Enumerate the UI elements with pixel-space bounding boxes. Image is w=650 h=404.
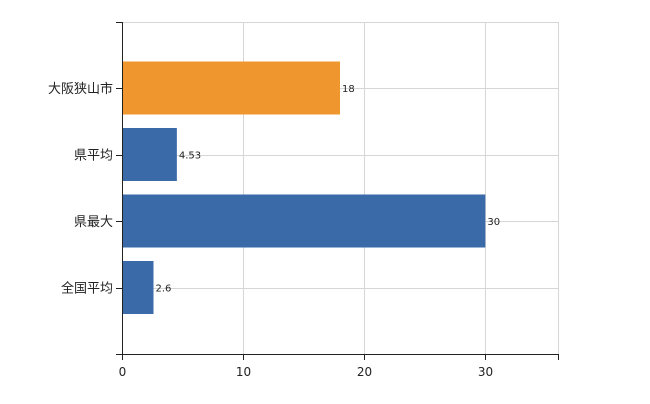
category-label-3: 県最大	[74, 215, 113, 230]
axes	[116, 22, 559, 360]
bar-3	[122, 194, 486, 248]
bar-4	[122, 261, 154, 314]
x-tick-label-30: 30	[478, 365, 493, 379]
category-label-1: 大阪狭山市	[48, 81, 113, 97]
category-label-4: 全国平均	[61, 281, 113, 297]
data-label-2: 4.53	[179, 151, 201, 162]
x-tick-label-10: 10	[236, 365, 251, 379]
bar-1	[122, 61, 340, 115]
x-tick-label-0: 0	[119, 365, 127, 379]
bar-2	[122, 128, 177, 181]
data-label-1: 18	[342, 84, 355, 95]
bars	[122, 61, 486, 314]
data-label-4: 2.6	[155, 284, 171, 295]
data-label-3: 30	[487, 217, 500, 228]
x-tick-label-20: 20	[357, 365, 372, 379]
category-label-2: 県平均	[74, 149, 113, 164]
